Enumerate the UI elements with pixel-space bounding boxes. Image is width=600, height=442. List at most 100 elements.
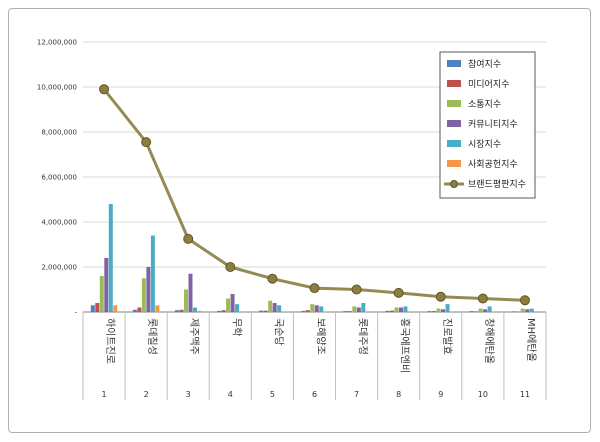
bar — [305, 310, 310, 312]
bar — [492, 311, 497, 312]
bar — [427, 311, 432, 312]
rank-label: 11 — [520, 390, 530, 399]
line-point — [519, 295, 530, 306]
bar — [534, 311, 539, 312]
category-label: 흥국에프엔비 — [399, 318, 412, 373]
legend-marker — [450, 180, 458, 188]
bar — [441, 309, 446, 312]
y-tick-label: 4,000,000 — [41, 219, 77, 227]
legend-swatch — [447, 100, 461, 107]
category-label: 무학 — [230, 318, 242, 336]
rank-label: 6 — [312, 390, 317, 399]
bar — [192, 307, 197, 312]
bar — [450, 311, 455, 312]
bar — [230, 294, 235, 312]
bar — [511, 311, 516, 312]
bar — [432, 311, 437, 312]
legend-label: 사회공헌지수 — [468, 159, 518, 170]
bar — [398, 307, 403, 312]
bar — [347, 311, 352, 312]
bar — [155, 305, 160, 312]
legend-label: 커뮤니티지수 — [468, 119, 518, 130]
bar — [343, 311, 348, 312]
bar — [183, 289, 188, 312]
bar — [314, 305, 319, 312]
bar — [239, 311, 244, 312]
rank-label: 1 — [101, 390, 106, 399]
category-label: 제주맥주 — [188, 318, 200, 355]
bar — [137, 307, 142, 312]
y-tick-label: 8,000,000 — [41, 129, 77, 137]
category-label: 보해양조 — [315, 318, 328, 355]
bar — [268, 300, 273, 312]
line-point — [351, 284, 362, 295]
bar — [104, 258, 109, 312]
bar — [272, 303, 277, 312]
bar — [146, 267, 151, 312]
legend-swatch — [447, 120, 461, 127]
bar — [436, 308, 441, 312]
rank-label: 9 — [438, 390, 443, 399]
category-label: 창해에탄올 — [483, 318, 496, 364]
bar — [217, 310, 222, 312]
line-point — [267, 273, 278, 284]
bar — [174, 310, 179, 312]
line-point — [183, 233, 194, 244]
bar — [197, 310, 202, 312]
bar — [132, 309, 137, 312]
bar — [520, 308, 525, 312]
y-tick-label: 6,000,000 — [41, 174, 77, 182]
bar — [407, 311, 412, 312]
bar — [141, 278, 146, 312]
legend-label: 시장지수 — [468, 139, 501, 150]
bar — [352, 306, 357, 312]
bar — [310, 304, 315, 312]
bar — [235, 304, 240, 312]
bar — [361, 303, 366, 312]
bar — [478, 308, 483, 312]
line-point — [393, 287, 404, 298]
bar — [301, 310, 306, 312]
bar — [95, 303, 100, 312]
category-label: 국순당 — [272, 318, 284, 346]
bar — [99, 276, 104, 312]
category-label: MH에탄올 — [525, 318, 537, 362]
bar — [113, 305, 118, 312]
category-label: 하이트진로 — [104, 318, 117, 364]
bar — [281, 311, 286, 312]
bar — [474, 311, 479, 312]
bar — [319, 306, 324, 312]
bar — [394, 307, 399, 312]
line-point — [225, 262, 236, 272]
bar — [188, 273, 193, 312]
line-point — [435, 291, 446, 302]
bar — [150, 235, 155, 312]
bar — [403, 306, 408, 312]
y-tick-label: - — [74, 309, 77, 317]
legend-label: 브랜드평판지수 — [468, 179, 526, 190]
bar — [529, 308, 534, 312]
y-tick-label: 10,000,000 — [37, 84, 77, 92]
bar — [389, 310, 394, 312]
legend-swatch — [447, 60, 461, 67]
bar — [365, 311, 370, 312]
line-point — [99, 84, 110, 95]
line-point — [141, 137, 152, 148]
bar — [445, 304, 450, 312]
bar — [525, 309, 530, 312]
bar — [277, 305, 282, 312]
line-point — [309, 283, 320, 294]
legend-swatch — [447, 140, 461, 147]
bar — [323, 311, 328, 312]
legend-swatch — [447, 160, 461, 167]
bar — [356, 307, 361, 312]
bar — [179, 309, 184, 312]
bar — [259, 310, 264, 312]
category-label: 롯데주정 — [357, 318, 369, 355]
legend-label: 미디어지수 — [468, 79, 509, 90]
y-tick-label: 2,000,000 — [41, 264, 77, 272]
line-point — [477, 293, 488, 304]
rank-label: 2 — [144, 390, 149, 399]
rank-label: 3 — [186, 390, 191, 399]
category-label: 진로발효 — [441, 318, 453, 355]
